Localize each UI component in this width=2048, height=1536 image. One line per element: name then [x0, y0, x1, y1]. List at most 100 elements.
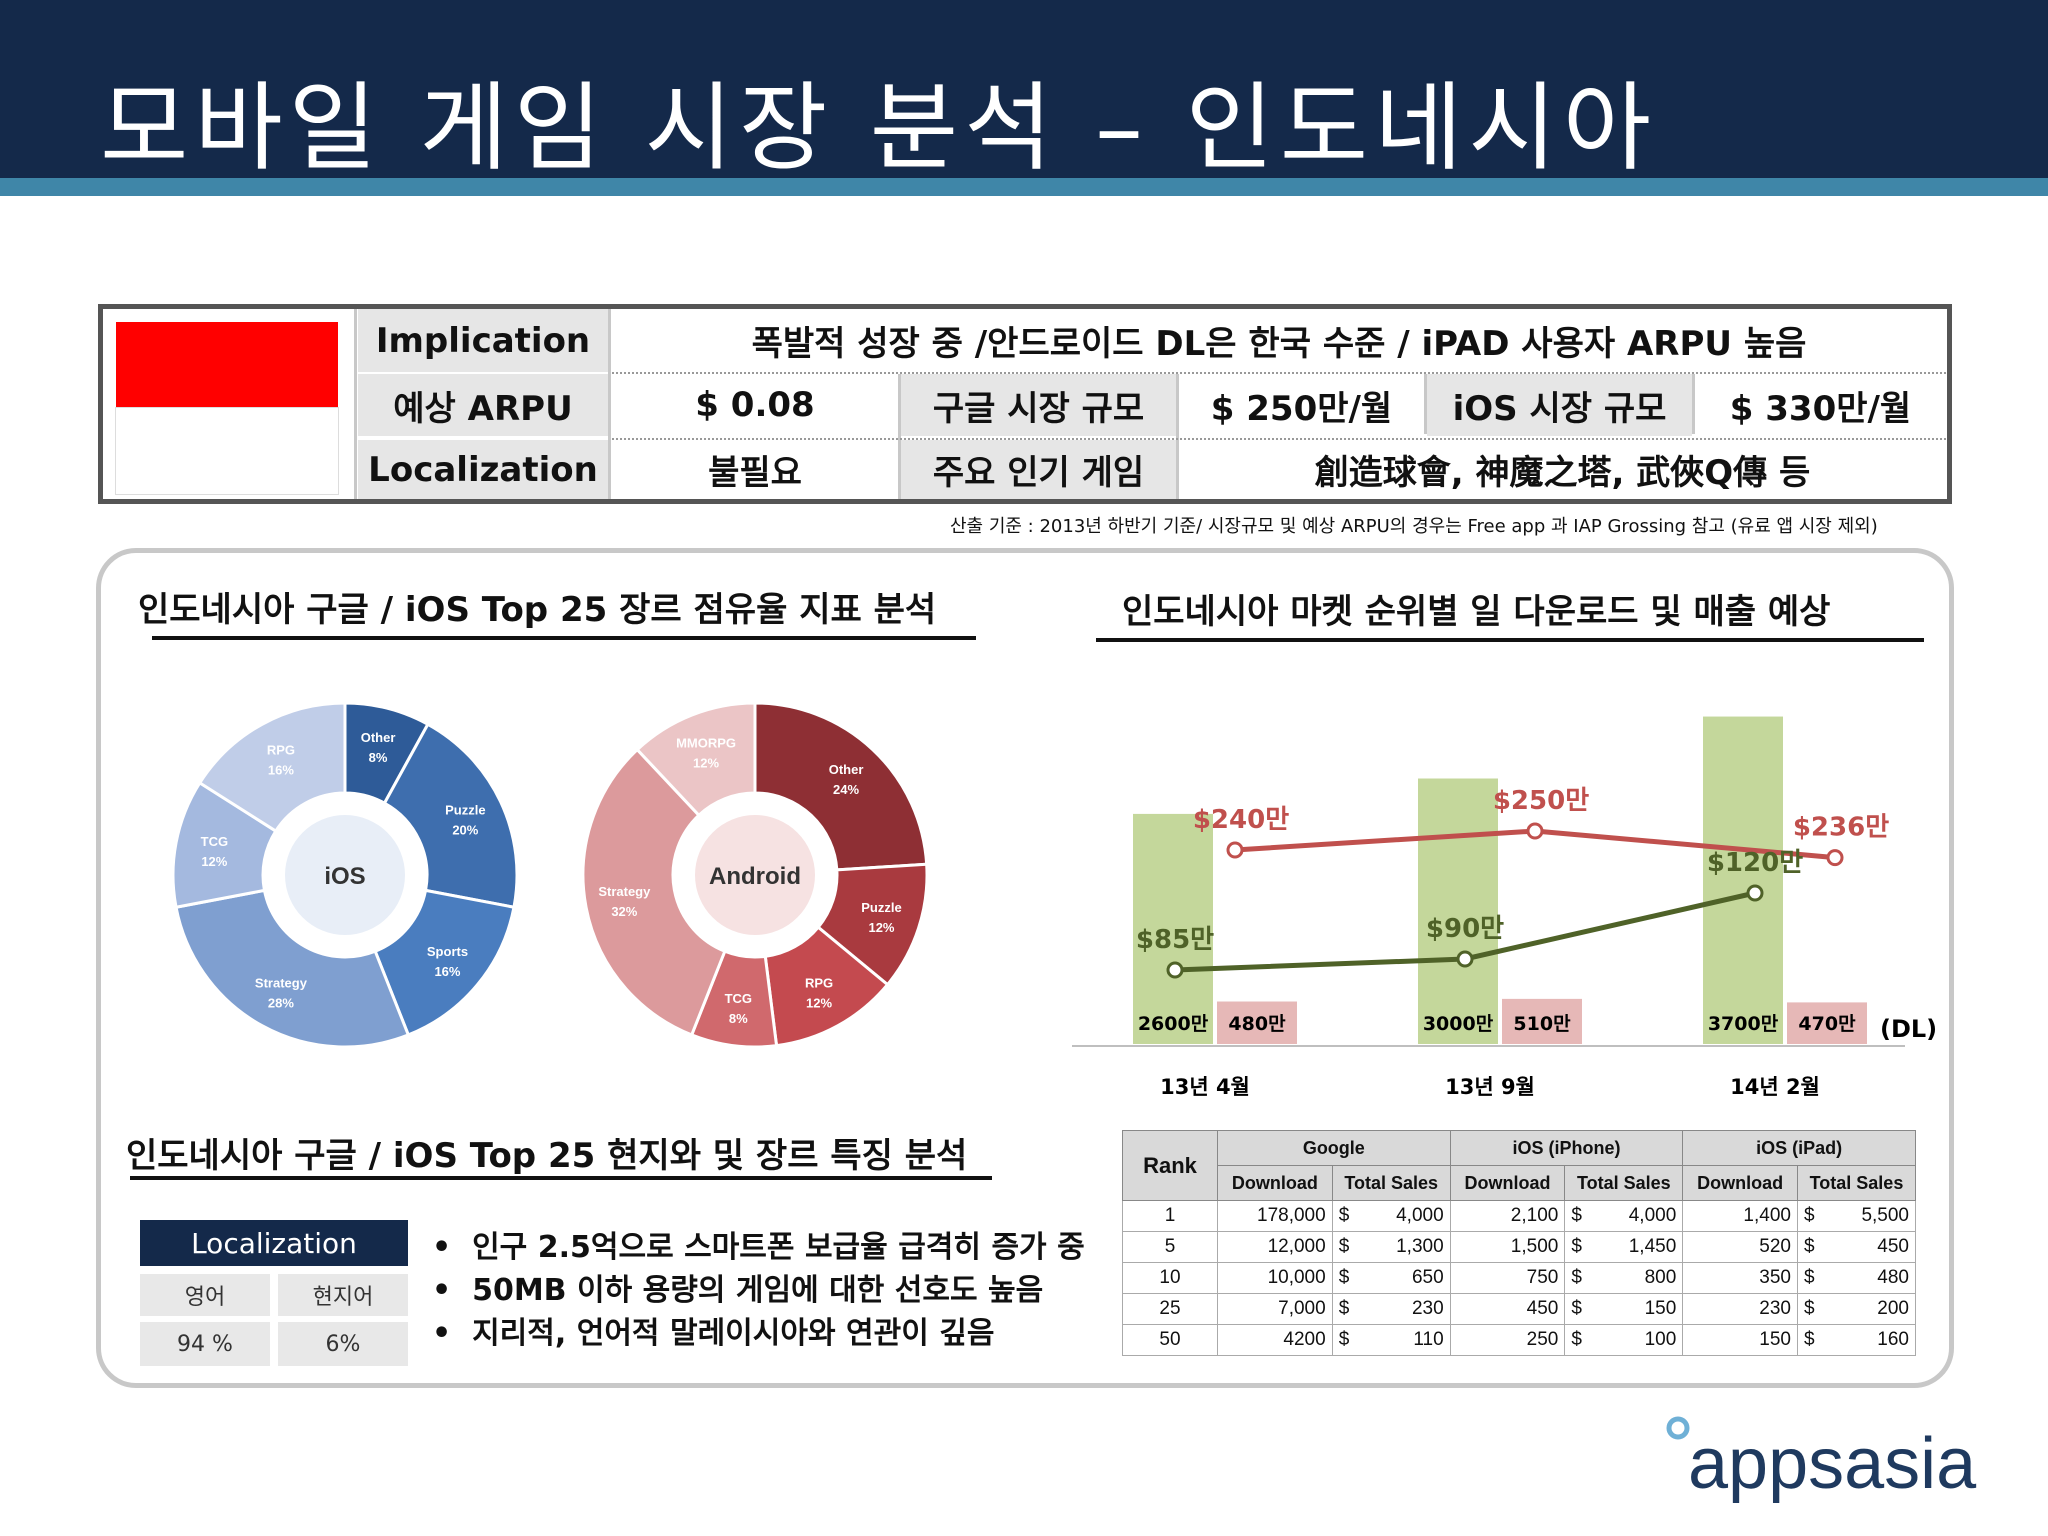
- download-cell: 250: [1449, 1324, 1566, 1356]
- slice-label: Strategy: [598, 884, 651, 899]
- donut-slice-other: [753, 701, 929, 872]
- ipad-group-header: iOS (iPad): [1682, 1130, 1916, 1166]
- local-language-value: 6%: [278, 1322, 408, 1366]
- divider: [608, 309, 611, 499]
- slice-value: 12%: [868, 920, 894, 935]
- slice-value: 8%: [729, 1011, 748, 1026]
- subheader: Total Sales: [1331, 1165, 1451, 1201]
- category-label: 14년 2월: [1730, 1075, 1820, 1099]
- table-row: 5 12,000 $1,300 1,500 $1,450 520 $450: [1122, 1231, 1916, 1263]
- popular-games-value: 創造球會, 神魔之塔, 武俠Q傳 등: [1314, 453, 1811, 493]
- bullet-text: 인구 2.5억으로 스마트폰 보급율 급격히 증가 중: [472, 1230, 1085, 1265]
- download-cell: 1,500: [1449, 1231, 1566, 1263]
- sales-cell: 110: [1355, 1324, 1451, 1356]
- bar-label: 470만: [1798, 1013, 1856, 1035]
- sales-label: $90만: [1426, 914, 1504, 944]
- sales-point: [1746, 884, 1764, 902]
- row-separator: [612, 372, 1946, 374]
- arpu-label: 예상 ARPU: [358, 374, 608, 436]
- sales-cell: 4,000: [1355, 1200, 1451, 1232]
- rank-cell: 1: [1122, 1200, 1218, 1232]
- bullet-text: 지리적, 언어적 말레이시아와 연관이 깊음: [472, 1316, 995, 1351]
- rank-cell: 50: [1122, 1324, 1218, 1356]
- sales-cell: 230: [1355, 1293, 1451, 1325]
- slice-label: Sports: [427, 944, 468, 959]
- download-cell: 10,000: [1217, 1262, 1333, 1294]
- bar-label: 3700만: [1708, 1013, 1779, 1035]
- slice-value: 8%: [369, 750, 388, 765]
- download-cell: 150: [1682, 1324, 1798, 1356]
- donut-center: [695, 815, 815, 935]
- sales-label: $250만: [1493, 786, 1589, 816]
- divider: [1424, 374, 1427, 434]
- table-row: 10 10,000 $650 750 $800 350 $480: [1122, 1262, 1916, 1294]
- market-rank-title: 인도네시아 마켓 순위별 일 다운로드 및 매출 예상: [1122, 592, 1831, 632]
- currency-cell: $: [1796, 1200, 1821, 1232]
- bar-label: 3000만: [1423, 1013, 1494, 1035]
- bullet-item: • 인구 2.5억으로 스마트폰 보급율 급격히 증가 중: [432, 1230, 1085, 1265]
- category-label: 13년 4월: [1160, 1075, 1250, 1099]
- title-bar: [0, 0, 2048, 178]
- title-underline: [130, 1176, 992, 1180]
- currency-cell: $: [1564, 1293, 1588, 1325]
- sales-label: $85만: [1136, 925, 1214, 955]
- download-cell: 178,000: [1217, 1200, 1333, 1232]
- slice-label: Strategy: [255, 976, 308, 991]
- localization-label: Localization: [358, 440, 608, 499]
- currency-cell: $: [1564, 1324, 1588, 1356]
- row-separator: [612, 438, 1946, 440]
- slice-value: 20%: [452, 822, 478, 837]
- google-group-header: Google: [1217, 1130, 1451, 1166]
- donut-slice-strategy: [581, 747, 727, 1037]
- download-bar: [1703, 716, 1783, 1044]
- iphone-group-header: iOS (iPhone): [1449, 1130, 1684, 1166]
- donut-slice-strategy: [174, 888, 411, 1049]
- download-cell: 1,400: [1682, 1200, 1798, 1232]
- slice-label: Other: [361, 730, 396, 745]
- sales-cell: 160: [1820, 1324, 1916, 1356]
- donut-slice-sports: [373, 888, 516, 1037]
- title-underline: [1096, 638, 1924, 642]
- slice-label: TCG: [725, 991, 752, 1006]
- currency-cell: $: [1796, 1293, 1821, 1325]
- category-label: 13년 9월: [1445, 1075, 1535, 1099]
- genre-share-title: 인도네시아 구글 / iOS Top 25 장르 점유율 지표 분석: [138, 590, 937, 630]
- download-sales-chart: 2600만 480만 13년 4월 3000만 510만 13년 9월 3700만 470만 1…: [1072, 716, 1937, 1099]
- rank-cell: 5: [1122, 1231, 1218, 1263]
- download-cell: 450: [1449, 1293, 1566, 1325]
- download-cell: 750: [1449, 1262, 1566, 1294]
- donut-slice-mmorpg: [635, 701, 757, 818]
- slice-label: Other: [829, 762, 864, 777]
- currency-cell: $: [1796, 1231, 1821, 1263]
- sales-label: $236만: [1793, 813, 1889, 843]
- download-bar: [1418, 778, 1498, 1044]
- appsasia-logo: appsasia: [1666, 1416, 1977, 1504]
- sales-label: $120만: [1707, 848, 1803, 878]
- rank-header: Rank: [1122, 1130, 1218, 1201]
- slice-label: Puzzle: [861, 900, 901, 915]
- sales-cell: 800: [1587, 1262, 1684, 1294]
- implication-value: 폭발적 성장 중 /안드로이드 DL은 한국 수준 / iPAD 사용자 ARP…: [751, 324, 1807, 364]
- slice-value: 28%: [268, 996, 294, 1011]
- title-accent-line: [0, 178, 2048, 196]
- logo-text: appsasia: [1688, 1424, 1977, 1504]
- sales-cell: 1,450: [1587, 1231, 1684, 1263]
- indonesia-flag-white: [115, 407, 339, 495]
- slice-label: Puzzle: [445, 802, 485, 817]
- bar-label: 510만: [1513, 1013, 1571, 1035]
- donut-center-label: iOS: [324, 863, 365, 890]
- arpu-value: $ 0.08: [695, 385, 815, 425]
- localization-header: Localization: [140, 1220, 408, 1266]
- title-underline: [152, 636, 976, 640]
- sales-point: [1226, 841, 1244, 859]
- sales-cell: 4,000: [1587, 1200, 1684, 1232]
- download-cell: 520: [1682, 1231, 1798, 1263]
- sales-cell: 5,500: [1820, 1200, 1916, 1232]
- slice-value: 16%: [434, 964, 460, 979]
- sales-cell: 480: [1820, 1262, 1916, 1294]
- sales-point: [1166, 961, 1184, 979]
- divider: [1692, 374, 1695, 434]
- rank-cell: 10: [1122, 1262, 1218, 1294]
- bullet-item: • 지리적, 언어적 말레이시아와 연관이 깊음: [432, 1316, 995, 1351]
- download-bar-secondary: [1217, 1001, 1297, 1044]
